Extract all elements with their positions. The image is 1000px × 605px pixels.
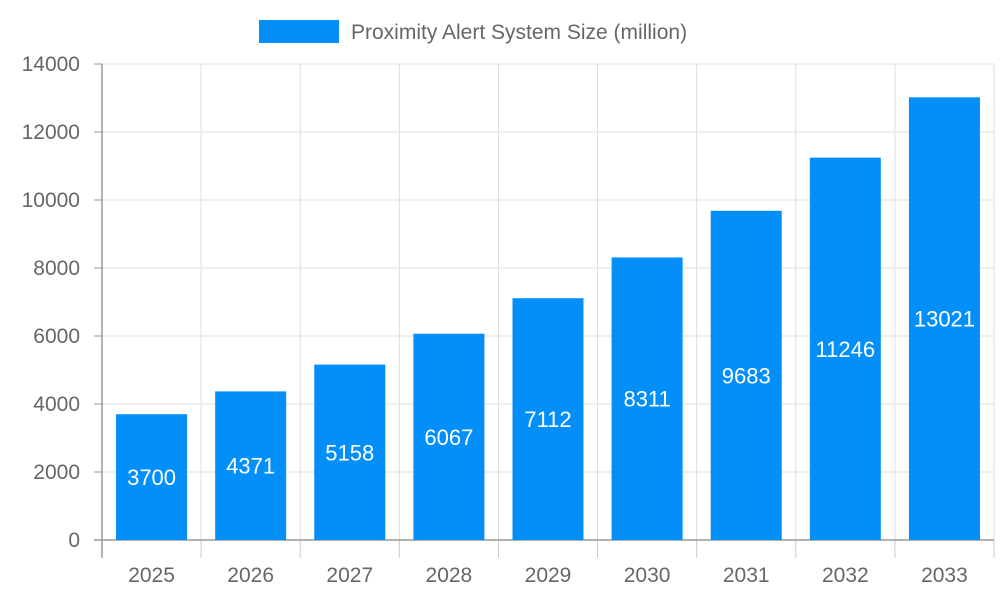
- x-tick-label: 2032: [822, 564, 869, 587]
- x-tick-label: 2029: [525, 564, 572, 587]
- y-tick-label: 10000: [22, 189, 80, 212]
- x-tick-label: 2025: [128, 564, 175, 587]
- bar: [314, 364, 386, 540]
- data-label: 5158: [325, 440, 374, 465]
- y-tick-label: 14000: [22, 53, 80, 76]
- x-tick-label: 2026: [227, 564, 274, 587]
- legend-label: Proximity Alert System Size (million): [351, 21, 687, 44]
- bar: [710, 210, 782, 540]
- data-label: 4371: [226, 454, 275, 479]
- bar: [809, 157, 881, 541]
- y-tick-label: 12000: [22, 121, 80, 144]
- x-tick-label: 2030: [624, 564, 671, 587]
- data-label: 9683: [722, 363, 771, 388]
- data-label: 7112: [524, 407, 571, 432]
- x-tick-label: 2033: [921, 564, 968, 587]
- data-label: 8311: [623, 387, 670, 412]
- data-label: 11246: [816, 337, 876, 362]
- x-tick-label: 2027: [326, 564, 373, 587]
- y-tick-label: 2000: [33, 461, 80, 484]
- bar: [413, 333, 485, 540]
- y-tick-label: 6000: [33, 325, 80, 348]
- legend-swatch: [259, 20, 339, 43]
- x-tick-label: 2031: [723, 564, 770, 587]
- data-label: 13021: [914, 307, 975, 332]
- y-tick-label: 4000: [33, 393, 80, 416]
- bar: [512, 298, 584, 540]
- x-tick-label: 2028: [426, 564, 473, 587]
- bar: [908, 97, 980, 540]
- y-tick-label: 8000: [33, 257, 80, 280]
- bar: [611, 257, 683, 540]
- y-tick-label: 0: [68, 529, 80, 552]
- bar: [116, 414, 188, 540]
- data-label: 6067: [424, 425, 473, 450]
- data-label: 3700: [127, 465, 176, 490]
- bar: [215, 391, 287, 540]
